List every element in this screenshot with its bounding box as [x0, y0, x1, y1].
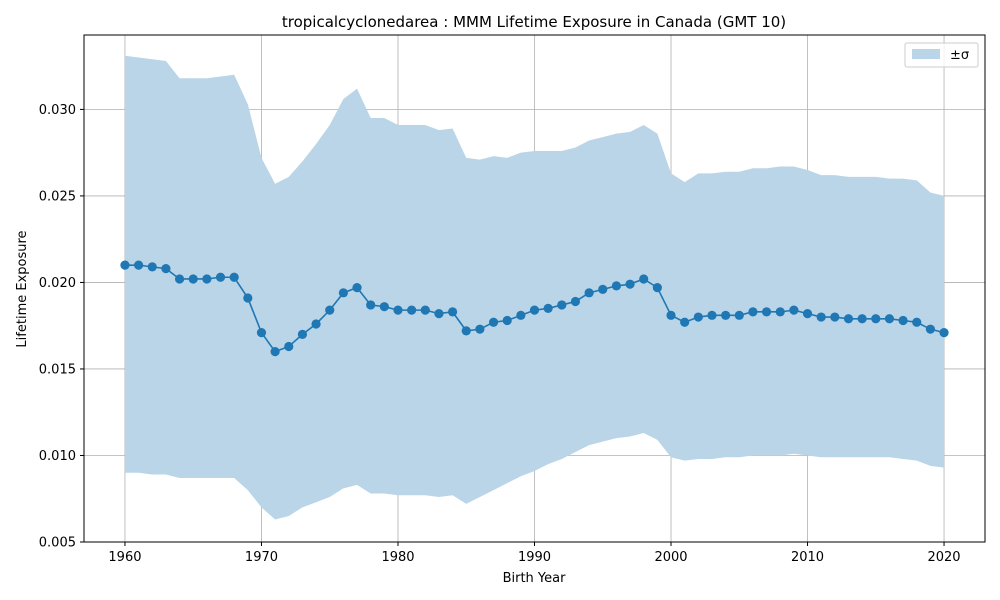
data-point	[502, 315, 512, 326]
data-point	[570, 296, 581, 307]
data-point	[680, 317, 690, 327]
legend-label-sigma: ±σ	[950, 48, 969, 63]
data-point	[557, 300, 567, 310]
data-point	[543, 303, 553, 313]
data-point	[652, 283, 662, 293]
data-point	[256, 328, 267, 338]
data-point	[243, 293, 253, 303]
data-point	[188, 274, 198, 284]
data-point	[912, 317, 922, 327]
data-point	[407, 305, 417, 315]
data-point	[693, 312, 703, 322]
data-point	[584, 288, 594, 298]
data-point	[721, 310, 731, 320]
y-tick-label: 0.005	[39, 536, 76, 551]
legend: ±σ	[904, 42, 979, 68]
x-tick-label: 1990	[518, 550, 551, 565]
data-point	[666, 310, 676, 320]
data-point	[925, 324, 935, 334]
data-point	[843, 314, 854, 324]
data-point	[529, 305, 540, 315]
data-point	[830, 312, 840, 322]
data-point	[174, 274, 185, 284]
data-point	[625, 279, 635, 289]
y-tick-label: 0.010	[39, 449, 76, 464]
x-tick-label: 2000	[654, 550, 687, 565]
y-tick-label: 0.030	[39, 103, 76, 118]
x-axis-ticks: 1960 1970 1980 1990 2000 2010 2020	[108, 542, 961, 565]
data-point	[939, 328, 949, 338]
data-point	[311, 319, 321, 329]
x-tick-label: 1970	[245, 550, 278, 565]
data-point	[352, 283, 362, 293]
data-point	[229, 272, 239, 282]
data-point	[270, 347, 280, 357]
data-point	[884, 314, 895, 324]
data-point	[338, 288, 348, 298]
data-point	[434, 308, 444, 319]
y-tick-label: 0.025	[39, 189, 76, 204]
data-point	[134, 260, 144, 270]
data-point	[325, 305, 335, 315]
chart-title: tropicalcyclonedarea : MMM Lifetime Expo…	[282, 13, 786, 31]
data-point	[898, 315, 908, 326]
data-point	[202, 274, 212, 284]
data-point	[611, 281, 622, 291]
x-tick-label: 2010	[791, 550, 824, 565]
legend-swatch-band	[912, 49, 940, 59]
x-tick-label: 1980	[381, 550, 414, 565]
y-tick-label: 0.015	[39, 362, 76, 377]
x-tick-label: 1960	[108, 550, 141, 565]
data-point	[761, 307, 772, 317]
y-axis-label: Lifetime Exposure	[15, 230, 30, 347]
data-points	[120, 260, 949, 357]
data-point	[488, 317, 499, 327]
sigma-band	[124, 55, 945, 520]
data-point	[775, 307, 785, 317]
data-point	[420, 305, 430, 315]
data-point	[447, 307, 458, 317]
data-point	[284, 341, 294, 352]
data-point	[297, 329, 308, 339]
y-axis-ticks: 0.005 0.010 0.015 0.020 0.025 0.030	[39, 103, 84, 551]
data-point	[734, 310, 744, 320]
data-point	[639, 274, 649, 284]
data-point	[816, 312, 826, 322]
data-point	[366, 300, 376, 310]
data-point	[461, 326, 471, 336]
data-point	[120, 260, 130, 270]
data-point	[789, 305, 799, 315]
data-point	[516, 310, 526, 320]
data-point	[707, 310, 717, 320]
data-point	[161, 264, 171, 274]
sigma-band-layer	[124, 55, 945, 520]
y-tick-label: 0.020	[39, 276, 76, 291]
data-point	[748, 307, 758, 317]
x-tick-label: 2020	[927, 550, 960, 565]
data-point	[147, 262, 157, 272]
data-point	[393, 305, 403, 315]
x-axis-label: Birth Year	[503, 571, 567, 586]
data-point	[871, 314, 881, 324]
data-point	[475, 324, 485, 334]
data-point	[379, 302, 389, 312]
data-point	[598, 284, 608, 294]
data-point	[802, 308, 813, 319]
data-point	[215, 272, 226, 282]
data-point	[857, 314, 867, 324]
